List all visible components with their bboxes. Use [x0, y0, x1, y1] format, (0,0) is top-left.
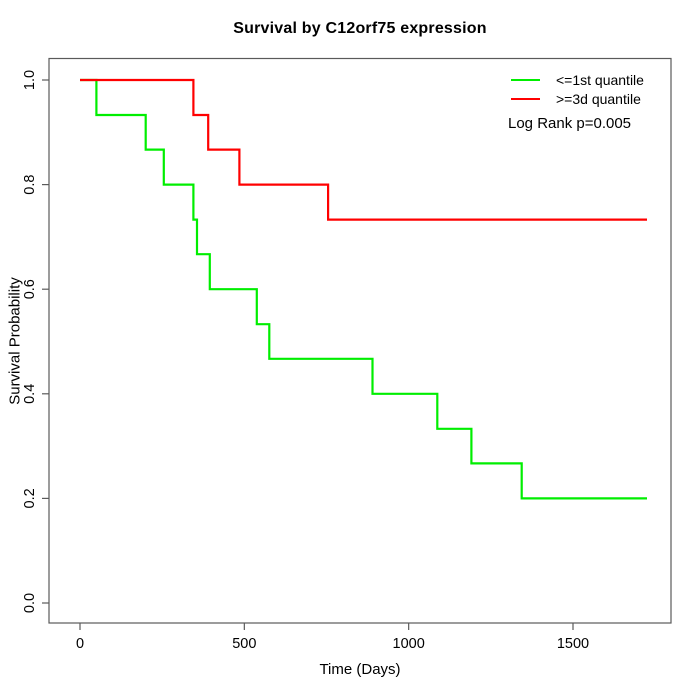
- x-tick-label: 1000: [393, 636, 425, 652]
- y-tick-label: 1.0: [22, 70, 38, 90]
- legend-line-green: [511, 78, 540, 81]
- x-tick-label: 0: [76, 636, 84, 652]
- y-tick-label: 0.8: [22, 175, 38, 195]
- legend: <=1st quantile >=3d quantile Log Rank p=…: [508, 70, 644, 132]
- chart-title: Survival by C12orf75 expression: [233, 20, 487, 37]
- y-axis-title: Survival Probability: [6, 277, 24, 405]
- y-tick-label: 0.4: [22, 384, 38, 404]
- x-tick-label: 500: [232, 636, 256, 652]
- x-axis-title: Time (Days): [319, 661, 401, 678]
- y-tick-label: 0.2: [22, 488, 38, 508]
- x-tick-label: 1500: [557, 636, 589, 652]
- y-tick-label: 0.6: [22, 279, 38, 299]
- plot-frame: [48, 57, 672, 624]
- y-tick-label: 0.0: [22, 593, 38, 613]
- km-curve-low-expression: [80, 78, 647, 500]
- legend-item-high-expression: >=3d quantile: [508, 90, 644, 110]
- legend-label: <=1st quantile: [556, 71, 644, 88]
- legend-line-red: [511, 98, 540, 101]
- logrank-annotation: Log Rank p=0.005: [508, 115, 632, 132]
- legend-item-low-expression: <=1st quantile: [508, 70, 644, 90]
- km-curve-high-expression: [80, 78, 647, 221]
- legend-label: >=3d quantile: [556, 91, 641, 108]
